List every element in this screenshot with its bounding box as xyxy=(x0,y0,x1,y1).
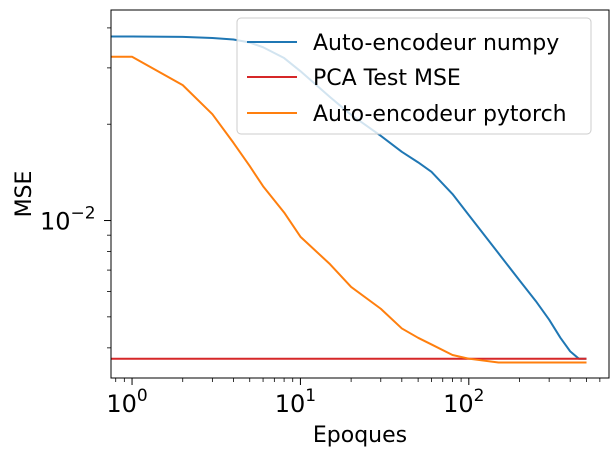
x-tick-exponent: 0 xyxy=(137,386,148,406)
x-tick-base: 10 xyxy=(443,390,474,418)
legend-entry-label: Auto-encodeur numpy xyxy=(313,31,559,56)
legend-box xyxy=(236,17,592,135)
x-tick-label: 101 xyxy=(275,386,316,418)
axes-frame xyxy=(110,9,610,379)
y-tick-label: 10−2 xyxy=(40,204,96,236)
x-tick-label: 102 xyxy=(443,386,484,418)
plot-area xyxy=(110,9,610,379)
x-tick-label: 100 xyxy=(106,386,147,418)
legend-entry-label: Auto-encodeur pytorch xyxy=(313,102,567,127)
x-axis-ticks: 100 101 102 xyxy=(106,378,601,418)
series-line-auto-encodeur-numpy xyxy=(111,35,587,360)
y-tick-base: 10 xyxy=(40,208,71,236)
x-tick-exponent: 2 xyxy=(474,386,485,406)
y-axis-label: MSE xyxy=(12,171,37,218)
x-tick-base: 10 xyxy=(275,390,306,418)
series-line-auto-encodeur-pytorch xyxy=(111,55,587,364)
legend: Auto-encodeur numpy PCA Test MSE Auto-enco… xyxy=(236,17,592,135)
x-tick-exponent: 1 xyxy=(305,386,316,406)
y-axis-ticks: 10−2 xyxy=(40,27,111,349)
legend-entry-label: PCA Test MSE xyxy=(313,66,461,91)
y-tick-exponent: −2 xyxy=(71,204,96,224)
x-tick-base: 10 xyxy=(106,390,137,418)
x-axis-label: Epoques xyxy=(313,423,407,448)
